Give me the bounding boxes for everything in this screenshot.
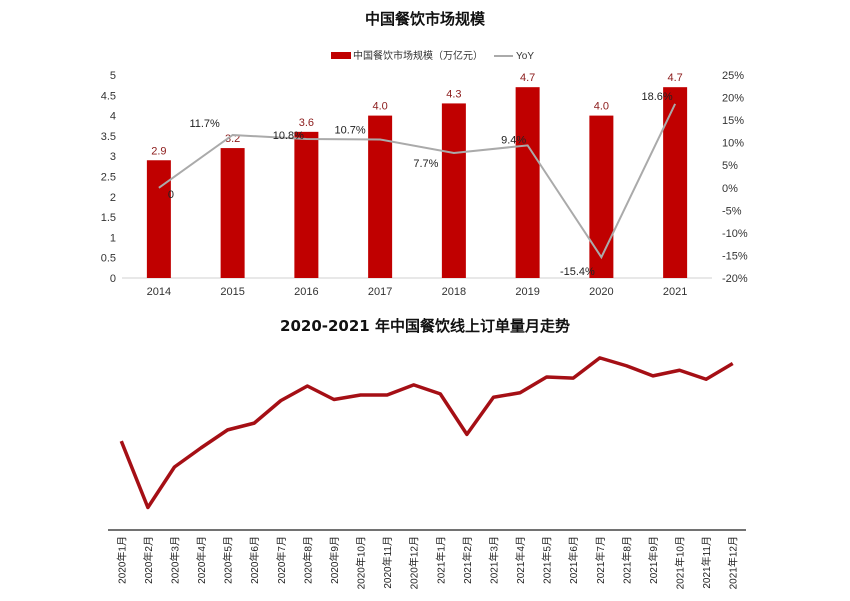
chart-title-market-size: 中国餐饮市场规模	[364, 10, 485, 28]
yoy-data-label: 7.7%	[413, 158, 438, 170]
y-tick-label: 4.5	[101, 90, 116, 102]
y2-tick-label: 15%	[722, 115, 744, 127]
bar-data-label: 4.0	[372, 101, 387, 113]
legend-bar-label: 中国餐饮市场规模（万亿元）	[353, 49, 483, 62]
y-tick-label: 0.5	[101, 253, 116, 265]
x-tick-label-2: 2020年10月	[355, 536, 368, 589]
x-tick-label-2: 2021年4月	[514, 536, 527, 584]
x-tick-label-2: 2020年7月	[275, 536, 288, 584]
x-tick-label-2: 2020年5月	[222, 536, 235, 584]
x-tick-label: 2015	[220, 286, 244, 298]
y2-tick-label: 0%	[722, 183, 738, 195]
y2-tick-label: -20%	[722, 273, 748, 285]
x-tick-label-2: 2020年8月	[301, 536, 314, 584]
y-tick-label: 1	[110, 232, 116, 244]
yoy-data-label: 10.7%	[335, 125, 366, 137]
y2-tick-label: 10%	[722, 138, 744, 150]
yoy-data-label: 18.6%	[642, 91, 673, 103]
x-tick-label: 2020	[589, 286, 613, 298]
x-tick-label: 2016	[294, 286, 318, 298]
x-tick-label-2: 2020年1月	[115, 536, 128, 584]
y-tick-label: 5	[110, 70, 116, 82]
y2-tick-label: 25%	[722, 70, 744, 82]
x-tick-label-2: 2021年2月	[461, 536, 474, 584]
bar-data-label: 2.9	[151, 145, 166, 157]
bar-data-label: 4.7	[520, 72, 535, 84]
y2-tick-label: 5%	[722, 160, 738, 172]
yoy-line	[158, 103, 677, 260]
bar-data-label: 4.0	[594, 101, 609, 113]
bar	[368, 115, 393, 278]
yoy-data-label: 9.4%	[501, 134, 526, 146]
orders-line	[119, 356, 734, 510]
y2-tick-label: -15%	[722, 250, 748, 262]
legend-bar-swatch	[331, 52, 351, 59]
x-tick-label-2: 2021年12月	[727, 536, 740, 589]
yoy-data-label: -15.4%	[560, 266, 595, 278]
y2-tick-label: 20%	[722, 93, 744, 105]
bar	[294, 131, 319, 278]
x-tick-label-2: 2021年8月	[620, 536, 633, 584]
x-tick-label-2: 2020年11月	[381, 536, 394, 589]
legend-yoy-label: YoY	[516, 51, 534, 62]
x-tick-label-2: 2021年7月	[594, 536, 607, 584]
y-tick-label: 3.5	[101, 131, 116, 143]
bar-data-label: 3.6	[299, 117, 314, 129]
y2-tick-label: -10%	[722, 228, 748, 240]
chart-title-online-orders: 2020-2021 年中国餐饮线上订单量月走势	[280, 317, 570, 335]
y-tick-label: 2	[110, 192, 116, 204]
bar-data-label: 4.7	[667, 72, 682, 84]
y-tick-label: 4	[110, 111, 116, 123]
bar	[220, 148, 245, 278]
x-tick-label-2: 2021年1月	[434, 536, 447, 584]
x-tick-label: 2019	[515, 286, 539, 298]
y-tick-label: 0	[110, 273, 116, 285]
x-tick-label-2: 2020年2月	[142, 536, 155, 584]
bar	[515, 87, 540, 279]
bar	[146, 160, 171, 278]
x-tick-label-2: 2021年10月	[674, 536, 687, 589]
bar	[441, 103, 466, 278]
y2-tick-label: -5%	[722, 205, 742, 217]
x-tick-label: 2018	[442, 286, 466, 298]
x-tick-label: 2021	[663, 286, 687, 298]
x-tick-label-2: 2020年3月	[168, 536, 181, 584]
y-tick-label: 3	[110, 151, 116, 163]
x-tick-label-2: 2021年6月	[567, 536, 580, 584]
x-tick-label-2: 2020年9月	[328, 536, 341, 584]
yoy-data-label: 0	[168, 189, 174, 201]
x-tick-label-2: 2021年3月	[487, 536, 500, 584]
x-tick-label-2: 2020年12月	[408, 536, 421, 589]
x-tick-label: 2017	[368, 286, 392, 298]
yoy-data-label: 10.8%	[273, 130, 304, 142]
y-tick-label: 2.5	[101, 172, 116, 184]
y-tick-label: 1.5	[101, 212, 116, 224]
x-tick-label-2: 2021年9月	[647, 536, 660, 584]
bar-data-label: 4.3	[446, 88, 461, 100]
x-tick-label-2: 2021年11月	[700, 536, 713, 589]
x-tick-label-2: 2020年6月	[248, 536, 261, 584]
x-tick-label: 2014	[147, 286, 171, 298]
bar	[589, 115, 614, 278]
bar	[663, 87, 688, 279]
x-tick-label-2: 2021年5月	[541, 536, 554, 584]
x-tick-label-2: 2020年4月	[195, 536, 208, 584]
yoy-data-label: 11.7%	[189, 118, 220, 130]
